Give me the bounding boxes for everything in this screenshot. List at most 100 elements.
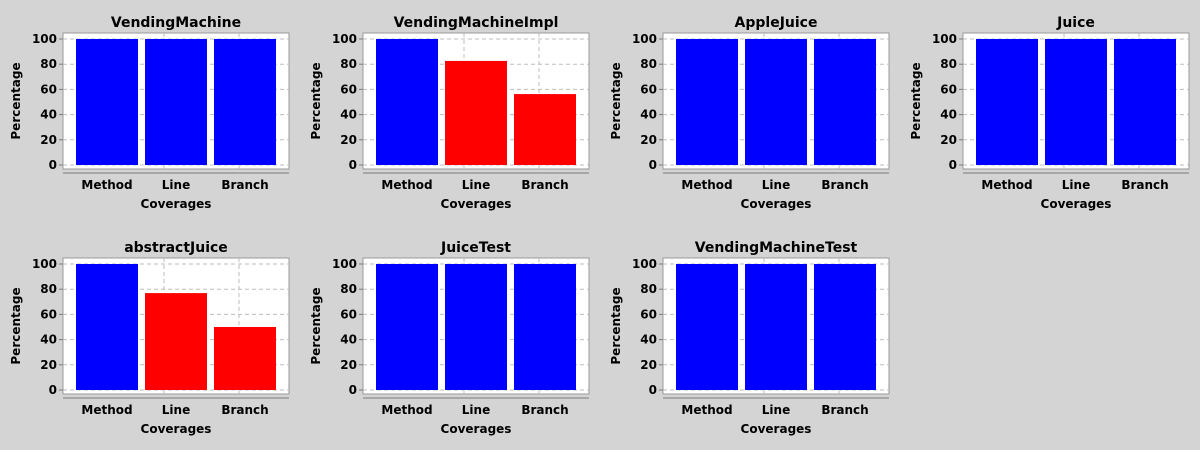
chart-apple-juice-bar-branch xyxy=(814,39,876,165)
chart-juice-test-bar-method xyxy=(376,264,438,390)
chart-vending-machine-y-axis-label: Percentage xyxy=(9,62,23,139)
chart-vending-machine-impl-xtick-method: Method xyxy=(381,178,432,192)
chart-vending-machine-test-xtick-branch: Branch xyxy=(821,403,868,417)
chart-vending-machine-test-ytick-80: 80 xyxy=(640,282,657,296)
chart-juice-test-xtick-branch: Branch xyxy=(521,403,568,417)
chart-vending-machine-ytick-100: 100 xyxy=(32,32,57,46)
chart-vending-machine-bar-method xyxy=(76,39,138,165)
chart-juice-test-ytick-100: 100 xyxy=(332,257,357,271)
chart-vending-machine-test-ytick-60: 60 xyxy=(640,307,657,321)
chart-vending-machine-test-ytick-40: 40 xyxy=(640,333,657,347)
chart-vending-machine-impl-ytick-60: 60 xyxy=(340,82,357,96)
chart-vending-machine-test-xtick-method: Method xyxy=(681,403,732,417)
chart-vending-machine-title: VendingMachine xyxy=(111,15,241,31)
chart-abstract-juice-xtick-line: Line xyxy=(162,403,190,417)
chart-abstract-juice-ytick-60: 60 xyxy=(40,307,57,321)
chart-juice-test-xtick-method: Method xyxy=(381,403,432,417)
chart-vending-machine-xtick-method: Method xyxy=(81,178,132,192)
chart-juice-title: Juice xyxy=(1056,15,1095,31)
chart-juice-ytick-100: 100 xyxy=(932,32,957,46)
chart-vending-machine-test-ytick-0: 0 xyxy=(649,383,657,397)
chart-vending-machine-test-ytick-20: 20 xyxy=(640,358,657,372)
chart-apple-juice-xtick-method: Method xyxy=(681,178,732,192)
chart-juice-bar-line xyxy=(1045,39,1107,165)
chart-apple-juice-x-axis-label: Coverages xyxy=(741,197,812,211)
chart-apple-juice-xtick-line: Line xyxy=(762,178,790,192)
chart-abstract-juice-bar-branch xyxy=(214,327,276,390)
chart-juice-test-xtick-line: Line xyxy=(462,403,490,417)
chart-vending-machine-impl-ytick-0: 0 xyxy=(349,158,357,172)
chart-vending-machine-ytick-0: 0 xyxy=(49,158,57,172)
chart-juice-test-bar-branch xyxy=(514,264,576,390)
chart-vending-machine-impl-x-axis-label: Coverages xyxy=(441,197,512,211)
chart-vending-machine-impl-bar-line xyxy=(445,60,507,166)
chart-juice-test-ytick-40: 40 xyxy=(340,333,357,347)
chart-abstract-juice-ytick-100: 100 xyxy=(32,257,57,271)
chart-apple-juice-y-axis-label: Percentage xyxy=(609,62,623,139)
chart-abstract-juice-ytick-0: 0 xyxy=(49,383,57,397)
chart-vending-machine-test-bar-method xyxy=(676,264,738,390)
chart-vending-machine-test-ytick-100: 100 xyxy=(632,257,657,271)
chart-vending-machine-ytick-40: 40 xyxy=(40,108,57,122)
chart-juice-ytick-60: 60 xyxy=(940,82,957,96)
chart-juice-ytick-20: 20 xyxy=(940,133,957,147)
chart-juice-test: JuiceTest 0 20 40 60 80 100 Method Line Branch Cov… xyxy=(309,240,590,436)
chart-juice-test-ytick-0: 0 xyxy=(349,383,357,397)
chart-abstract-juice-xtick-method: Method xyxy=(81,403,132,417)
chart-apple-juice-ytick-20: 20 xyxy=(640,133,657,147)
chart-vending-machine-impl-title: VendingMachineImpl xyxy=(394,15,559,31)
chart-apple-juice-ytick-60: 60 xyxy=(640,82,657,96)
chart-juice-test-ytick-60: 60 xyxy=(340,307,357,321)
chart-juice-test-x-axis-label: Coverages xyxy=(441,422,512,436)
chart-abstract-juice-title: abstractJuice xyxy=(124,240,228,256)
chart-vending-machine-xtick-line: Line xyxy=(162,178,190,192)
chart-vending-machine-x-axis-label: Coverages xyxy=(141,197,212,211)
chart-abstract-juice-ytick-80: 80 xyxy=(40,282,57,296)
chart-abstract-juice-ytick-20: 20 xyxy=(40,358,57,372)
chart-apple-juice-xtick-branch: Branch xyxy=(821,178,868,192)
chart-vending-machine: VendingMachine 0 20 40 60 80 100 Method Line Bran… xyxy=(9,15,290,211)
chart-apple-juice-ytick-0: 0 xyxy=(649,158,657,172)
chart-juice-test-y-axis-label: Percentage xyxy=(309,287,323,364)
chart-vending-machine-test: VendingMachineTest 0 20 40 60 80 100 Method Line… xyxy=(609,240,890,436)
chart-abstract-juice-x-axis-label: Coverages xyxy=(141,422,212,436)
chart-vending-machine-impl-ytick-80: 80 xyxy=(340,57,357,71)
chart-vending-machine-test-bar-branch xyxy=(814,264,876,390)
chart-juice-x-axis-label: Coverages xyxy=(1041,197,1112,211)
chart-juice-bar-method xyxy=(976,39,1038,165)
chart-apple-juice-ytick-100: 100 xyxy=(632,32,657,46)
chart-vending-machine-test-x-axis-label: Coverages xyxy=(741,422,812,436)
chart-apple-juice-ytick-40: 40 xyxy=(640,108,657,122)
chart-juice-xtick-line: Line xyxy=(1062,178,1090,192)
chart-juice: Juice 0 20 40 60 80 100 Method Line Branch Coverag… xyxy=(909,15,1190,211)
chart-vending-machine-test-bar-line xyxy=(745,264,807,390)
chart-abstract-juice: abstractJuice 0 20 40 60 80 100 Method Line Branc… xyxy=(9,240,290,436)
chart-juice-test-ytick-20: 20 xyxy=(340,358,357,372)
chart-vending-machine-impl-xtick-branch: Branch xyxy=(521,178,568,192)
chart-juice-ytick-0: 0 xyxy=(949,158,957,172)
chart-vending-machine-impl-ytick-20: 20 xyxy=(340,133,357,147)
chart-vending-machine-impl-y-axis-label: Percentage xyxy=(309,62,323,139)
chart-juice-test-ytick-80: 80 xyxy=(340,282,357,296)
chart-vending-machine-impl-ytick-40: 40 xyxy=(340,108,357,122)
chart-juice-xtick-method: Method xyxy=(981,178,1032,192)
chart-vending-machine-test-xtick-line: Line xyxy=(762,403,790,417)
chart-vending-machine-ytick-20: 20 xyxy=(40,133,57,147)
chart-juice-test-bar-line xyxy=(445,264,507,390)
chart-apple-juice-title: AppleJuice xyxy=(735,15,818,31)
chart-vending-machine-impl-xtick-line: Line xyxy=(462,178,490,192)
chart-vending-machine-xtick-branch: Branch xyxy=(221,178,268,192)
chart-vending-machine-test-title: VendingMachineTest xyxy=(695,240,858,256)
chart-vending-machine-ytick-60: 60 xyxy=(40,82,57,96)
chart-abstract-juice-ytick-40: 40 xyxy=(40,333,57,347)
chart-vending-machine-impl-ytick-100: 100 xyxy=(332,32,357,46)
chart-apple-juice: AppleJuice 0 20 40 60 80 100 Method Line Branch Co… xyxy=(609,15,890,211)
chart-juice-xtick-branch: Branch xyxy=(1121,178,1168,192)
chart-abstract-juice-bar-method xyxy=(76,264,138,390)
chart-apple-juice-bar-line xyxy=(745,39,807,165)
chart-vending-machine-test-y-axis-label: Percentage xyxy=(609,287,623,364)
chart-vending-machine-impl-bar-branch xyxy=(514,94,576,165)
chart-juice-ytick-80: 80 xyxy=(940,57,957,71)
